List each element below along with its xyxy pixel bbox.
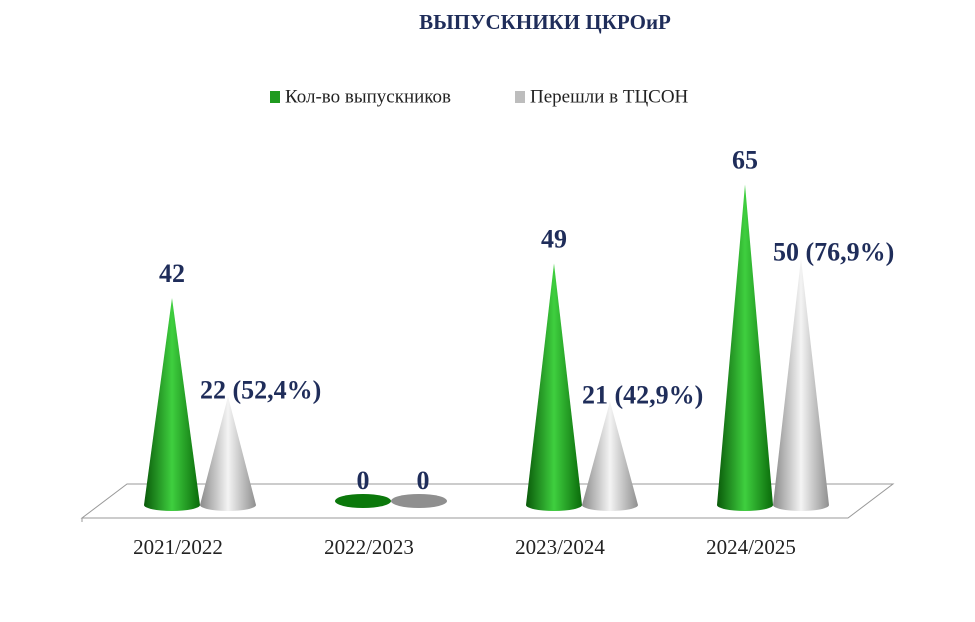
floor bbox=[80, 483, 895, 519]
value-label: 0 bbox=[417, 466, 430, 495]
value-label: 49 bbox=[541, 224, 567, 253]
legend-label: Кол-во выпускников bbox=[285, 86, 451, 107]
cone bbox=[144, 297, 200, 511]
chart-title: ВЫПУСКНИКИ ЦКРОиР bbox=[419, 10, 671, 34]
cone bbox=[391, 494, 447, 508]
x-tick-label: 2022/2023 bbox=[324, 535, 414, 559]
legend-swatch bbox=[515, 91, 525, 103]
value-label: 22 (52,4%) bbox=[200, 376, 321, 405]
value-label: 50 (76,9%) bbox=[773, 237, 894, 266]
x-tick-label: 2021/2022 bbox=[133, 535, 223, 559]
x-tick-label: 2023/2024 bbox=[515, 535, 605, 559]
value-label: 21 (42,9%) bbox=[582, 380, 703, 409]
x-tick-label: 2024/2025 bbox=[706, 535, 796, 559]
cone bbox=[717, 184, 773, 512]
value-label: 65 bbox=[732, 146, 758, 175]
cone bbox=[526, 263, 582, 511]
value-label: 0 bbox=[357, 466, 370, 495]
cone bbox=[773, 258, 829, 511]
cone bbox=[335, 494, 391, 508]
legend-swatch bbox=[270, 91, 280, 103]
legend-label: Перешли в ТЦСОН bbox=[530, 86, 689, 107]
cone bbox=[200, 396, 256, 511]
cone bbox=[582, 401, 638, 511]
value-label: 42 bbox=[159, 259, 185, 288]
